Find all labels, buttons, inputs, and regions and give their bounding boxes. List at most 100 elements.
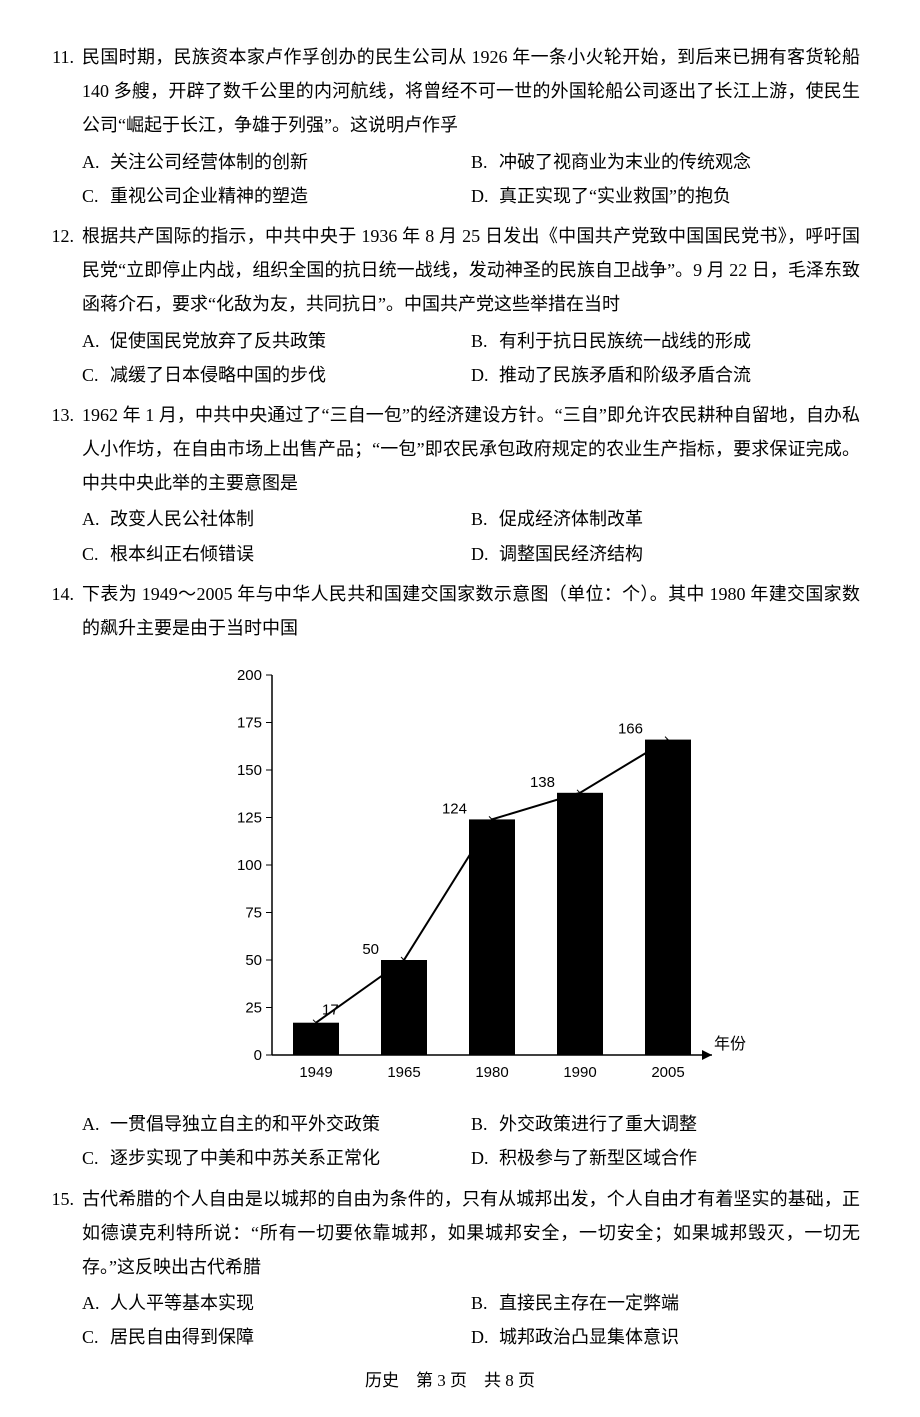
option-text: 真正实现了“实业救国”的抱负 bbox=[499, 179, 731, 213]
option-text: 城邦政治凸显集体意识 bbox=[499, 1320, 679, 1354]
option-d: D.城邦政治凸显集体意识 bbox=[471, 1320, 860, 1354]
question-number: 13. bbox=[40, 398, 82, 571]
option-letter: C. bbox=[82, 1141, 110, 1175]
question-stem: 1962 年 1 月，中共中央通过了“三自一包”的经济建设方针。“三自”即允许农… bbox=[82, 398, 860, 501]
option-text: 推动了民族矛盾和阶级矛盾合流 bbox=[499, 358, 751, 392]
option-letter: B. bbox=[471, 324, 499, 358]
option-b: B.有利于抗日民族统一战线的形成 bbox=[471, 324, 860, 358]
option-c: C.根本纠正右倾错误 bbox=[82, 537, 471, 571]
options-row: A.一贯倡导独立自主的和平外交政策B.外交政策进行了重大调整C.逐步实现了中美和… bbox=[82, 1107, 860, 1175]
question-number: 12. bbox=[40, 219, 82, 392]
svg-text:150: 150 bbox=[237, 762, 262, 779]
option-c: C.重视公司企业精神的塑造 bbox=[82, 179, 471, 213]
option-a: A.关注公司经营体制的创新 bbox=[82, 145, 471, 179]
svg-text:年份: 年份 bbox=[714, 1035, 746, 1053]
option-letter: A. bbox=[82, 1107, 110, 1141]
option-letter: D. bbox=[471, 358, 499, 392]
question-stem: 民国时期，民族资本家卢作孚创办的民生公司从 1926 年一条小火轮开始，到后来已… bbox=[82, 40, 860, 143]
svg-text:75: 75 bbox=[245, 905, 262, 922]
question-body: 古代希腊的个人自由是以城邦的自由为条件的，只有从城邦出发，个人自由才有着坚实的基… bbox=[82, 1182, 860, 1355]
option-a: A.人人平等基本实现 bbox=[82, 1286, 471, 1320]
question-number: 14. bbox=[40, 577, 82, 1176]
option-b: B.冲破了视商业为末业的传统观念 bbox=[471, 145, 860, 179]
option-letter: C. bbox=[82, 537, 110, 571]
question: 12.根据共产国际的指示，中共中央于 1936 年 8 月 25 日发出《中国共… bbox=[40, 219, 860, 392]
svg-text:50: 50 bbox=[362, 941, 379, 958]
question: 15.古代希腊的个人自由是以城邦的自由为条件的，只有从城邦出发，个人自由才有着坚… bbox=[40, 1182, 860, 1355]
option-letter: C. bbox=[82, 1320, 110, 1354]
option-text: 根本纠正右倾错误 bbox=[110, 537, 254, 571]
option-text: 居民自由得到保障 bbox=[110, 1320, 254, 1354]
option-letter: D. bbox=[471, 1320, 499, 1354]
svg-text:125: 125 bbox=[237, 810, 262, 827]
question-body: 根据共产国际的指示，中共中央于 1936 年 8 月 25 日发出《中国共产党致… bbox=[82, 219, 860, 392]
option-text: 有利于抗日民族统一战线的形成 bbox=[499, 324, 751, 358]
question: 13.1962 年 1 月，中共中央通过了“三自一包”的经济建设方针。“三自”即… bbox=[40, 398, 860, 571]
question-stem: 古代希腊的个人自由是以城邦的自由为条件的，只有从城邦出发，个人自由才有着坚实的基… bbox=[82, 1182, 860, 1285]
option-letter: B. bbox=[471, 502, 499, 536]
question-number: 15. bbox=[40, 1182, 82, 1355]
option-text: 调整国民经济结构 bbox=[499, 537, 643, 571]
svg-text:1980: 1980 bbox=[475, 1064, 508, 1081]
option-letter: B. bbox=[471, 145, 499, 179]
option-d: D.推动了民族矛盾和阶级矛盾合流 bbox=[471, 358, 860, 392]
question-number: 11. bbox=[40, 40, 82, 213]
svg-text:0: 0 bbox=[254, 1047, 262, 1064]
question: 11.民国时期，民族资本家卢作孚创办的民生公司从 1926 年一条小火轮开始，到… bbox=[40, 40, 860, 213]
option-d: D.调整国民经济结构 bbox=[471, 537, 860, 571]
option-text: 减缓了日本侵略中国的步伐 bbox=[110, 358, 326, 392]
svg-text:50: 50 bbox=[245, 952, 262, 969]
svg-text:138: 138 bbox=[530, 774, 555, 791]
page-footer: 历史 第 3 页 共 8 页 bbox=[40, 1365, 860, 1397]
options-row: A.促使国民党放弃了反共政策B.有利于抗日民族统一战线的形成C.减缓了日本侵略中… bbox=[82, 324, 860, 392]
option-letter: A. bbox=[82, 1286, 110, 1320]
option-letter: C. bbox=[82, 358, 110, 392]
svg-text:175: 175 bbox=[237, 715, 262, 732]
question-body: 下表为 1949～2005 年与中华人民共和国建交国家数示意图（单位：个）。其中… bbox=[82, 577, 860, 1176]
svg-text:1965: 1965 bbox=[387, 1064, 420, 1081]
option-text: 人人平等基本实现 bbox=[110, 1286, 254, 1320]
diplomatic-chart: 0255075100125150175200175012413816619491… bbox=[202, 665, 762, 1095]
option-letter: A. bbox=[82, 502, 110, 536]
option-b: B.直接民主存在一定弊端 bbox=[471, 1286, 860, 1320]
svg-text:166: 166 bbox=[618, 721, 643, 738]
option-letter: A. bbox=[82, 145, 110, 179]
option-text: 逐步实现了中美和中苏关系正常化 bbox=[110, 1141, 380, 1175]
option-text: 一贯倡导独立自主的和平外交政策 bbox=[110, 1107, 380, 1141]
option-text: 直接民主存在一定弊端 bbox=[499, 1286, 679, 1320]
option-letter: C. bbox=[82, 179, 110, 213]
option-text: 改变人民公社体制 bbox=[110, 502, 254, 536]
question-stem: 下表为 1949～2005 年与中华人民共和国建交国家数示意图（单位：个）。其中… bbox=[82, 577, 860, 645]
question: 14.下表为 1949～2005 年与中华人民共和国建交国家数示意图（单位：个）… bbox=[40, 577, 860, 1176]
svg-text:2005: 2005 bbox=[651, 1064, 684, 1081]
option-text: 关注公司经营体制的创新 bbox=[110, 145, 308, 179]
option-letter: B. bbox=[471, 1286, 499, 1320]
svg-text:17: 17 bbox=[322, 1002, 339, 1019]
option-text: 重视公司企业精神的塑造 bbox=[110, 179, 308, 213]
option-a: A.改变人民公社体制 bbox=[82, 502, 471, 536]
option-letter: D. bbox=[471, 537, 499, 571]
question-body: 民国时期，民族资本家卢作孚创办的民生公司从 1926 年一条小火轮开始，到后来已… bbox=[82, 40, 860, 213]
option-c: C.居民自由得到保障 bbox=[82, 1320, 471, 1354]
svg-text:200: 200 bbox=[237, 667, 262, 684]
option-d: D.真正实现了“实业救国”的抱负 bbox=[471, 179, 860, 213]
svg-text:1990: 1990 bbox=[563, 1064, 596, 1081]
option-letter: B. bbox=[471, 1107, 499, 1141]
option-text: 促成经济体制改革 bbox=[499, 502, 643, 536]
options-row: A.关注公司经营体制的创新B.冲破了视商业为末业的传统观念C.重视公司企业精神的… bbox=[82, 145, 860, 213]
option-c: C.逐步实现了中美和中苏关系正常化 bbox=[82, 1141, 471, 1175]
options-row: A.人人平等基本实现B.直接民主存在一定弊端C.居民自由得到保障D.城邦政治凸显… bbox=[82, 1286, 860, 1354]
option-text: 积极参与了新型区域合作 bbox=[499, 1141, 697, 1175]
option-a: A.一贯倡导独立自主的和平外交政策 bbox=[82, 1107, 471, 1141]
chart-container: 0255075100125150175200175012413816619491… bbox=[202, 665, 860, 1095]
svg-text:1949: 1949 bbox=[299, 1064, 332, 1081]
option-b: B.促成经济体制改革 bbox=[471, 502, 860, 536]
option-letter: A. bbox=[82, 324, 110, 358]
option-c: C.减缓了日本侵略中国的步伐 bbox=[82, 358, 471, 392]
option-text: 促使国民党放弃了反共政策 bbox=[110, 324, 326, 358]
option-letter: D. bbox=[471, 1141, 499, 1175]
question-body: 1962 年 1 月，中共中央通过了“三自一包”的经济建设方针。“三自”即允许农… bbox=[82, 398, 860, 571]
svg-text:25: 25 bbox=[245, 1000, 262, 1017]
option-d: D.积极参与了新型区域合作 bbox=[471, 1141, 860, 1175]
option-letter: D. bbox=[471, 179, 499, 213]
